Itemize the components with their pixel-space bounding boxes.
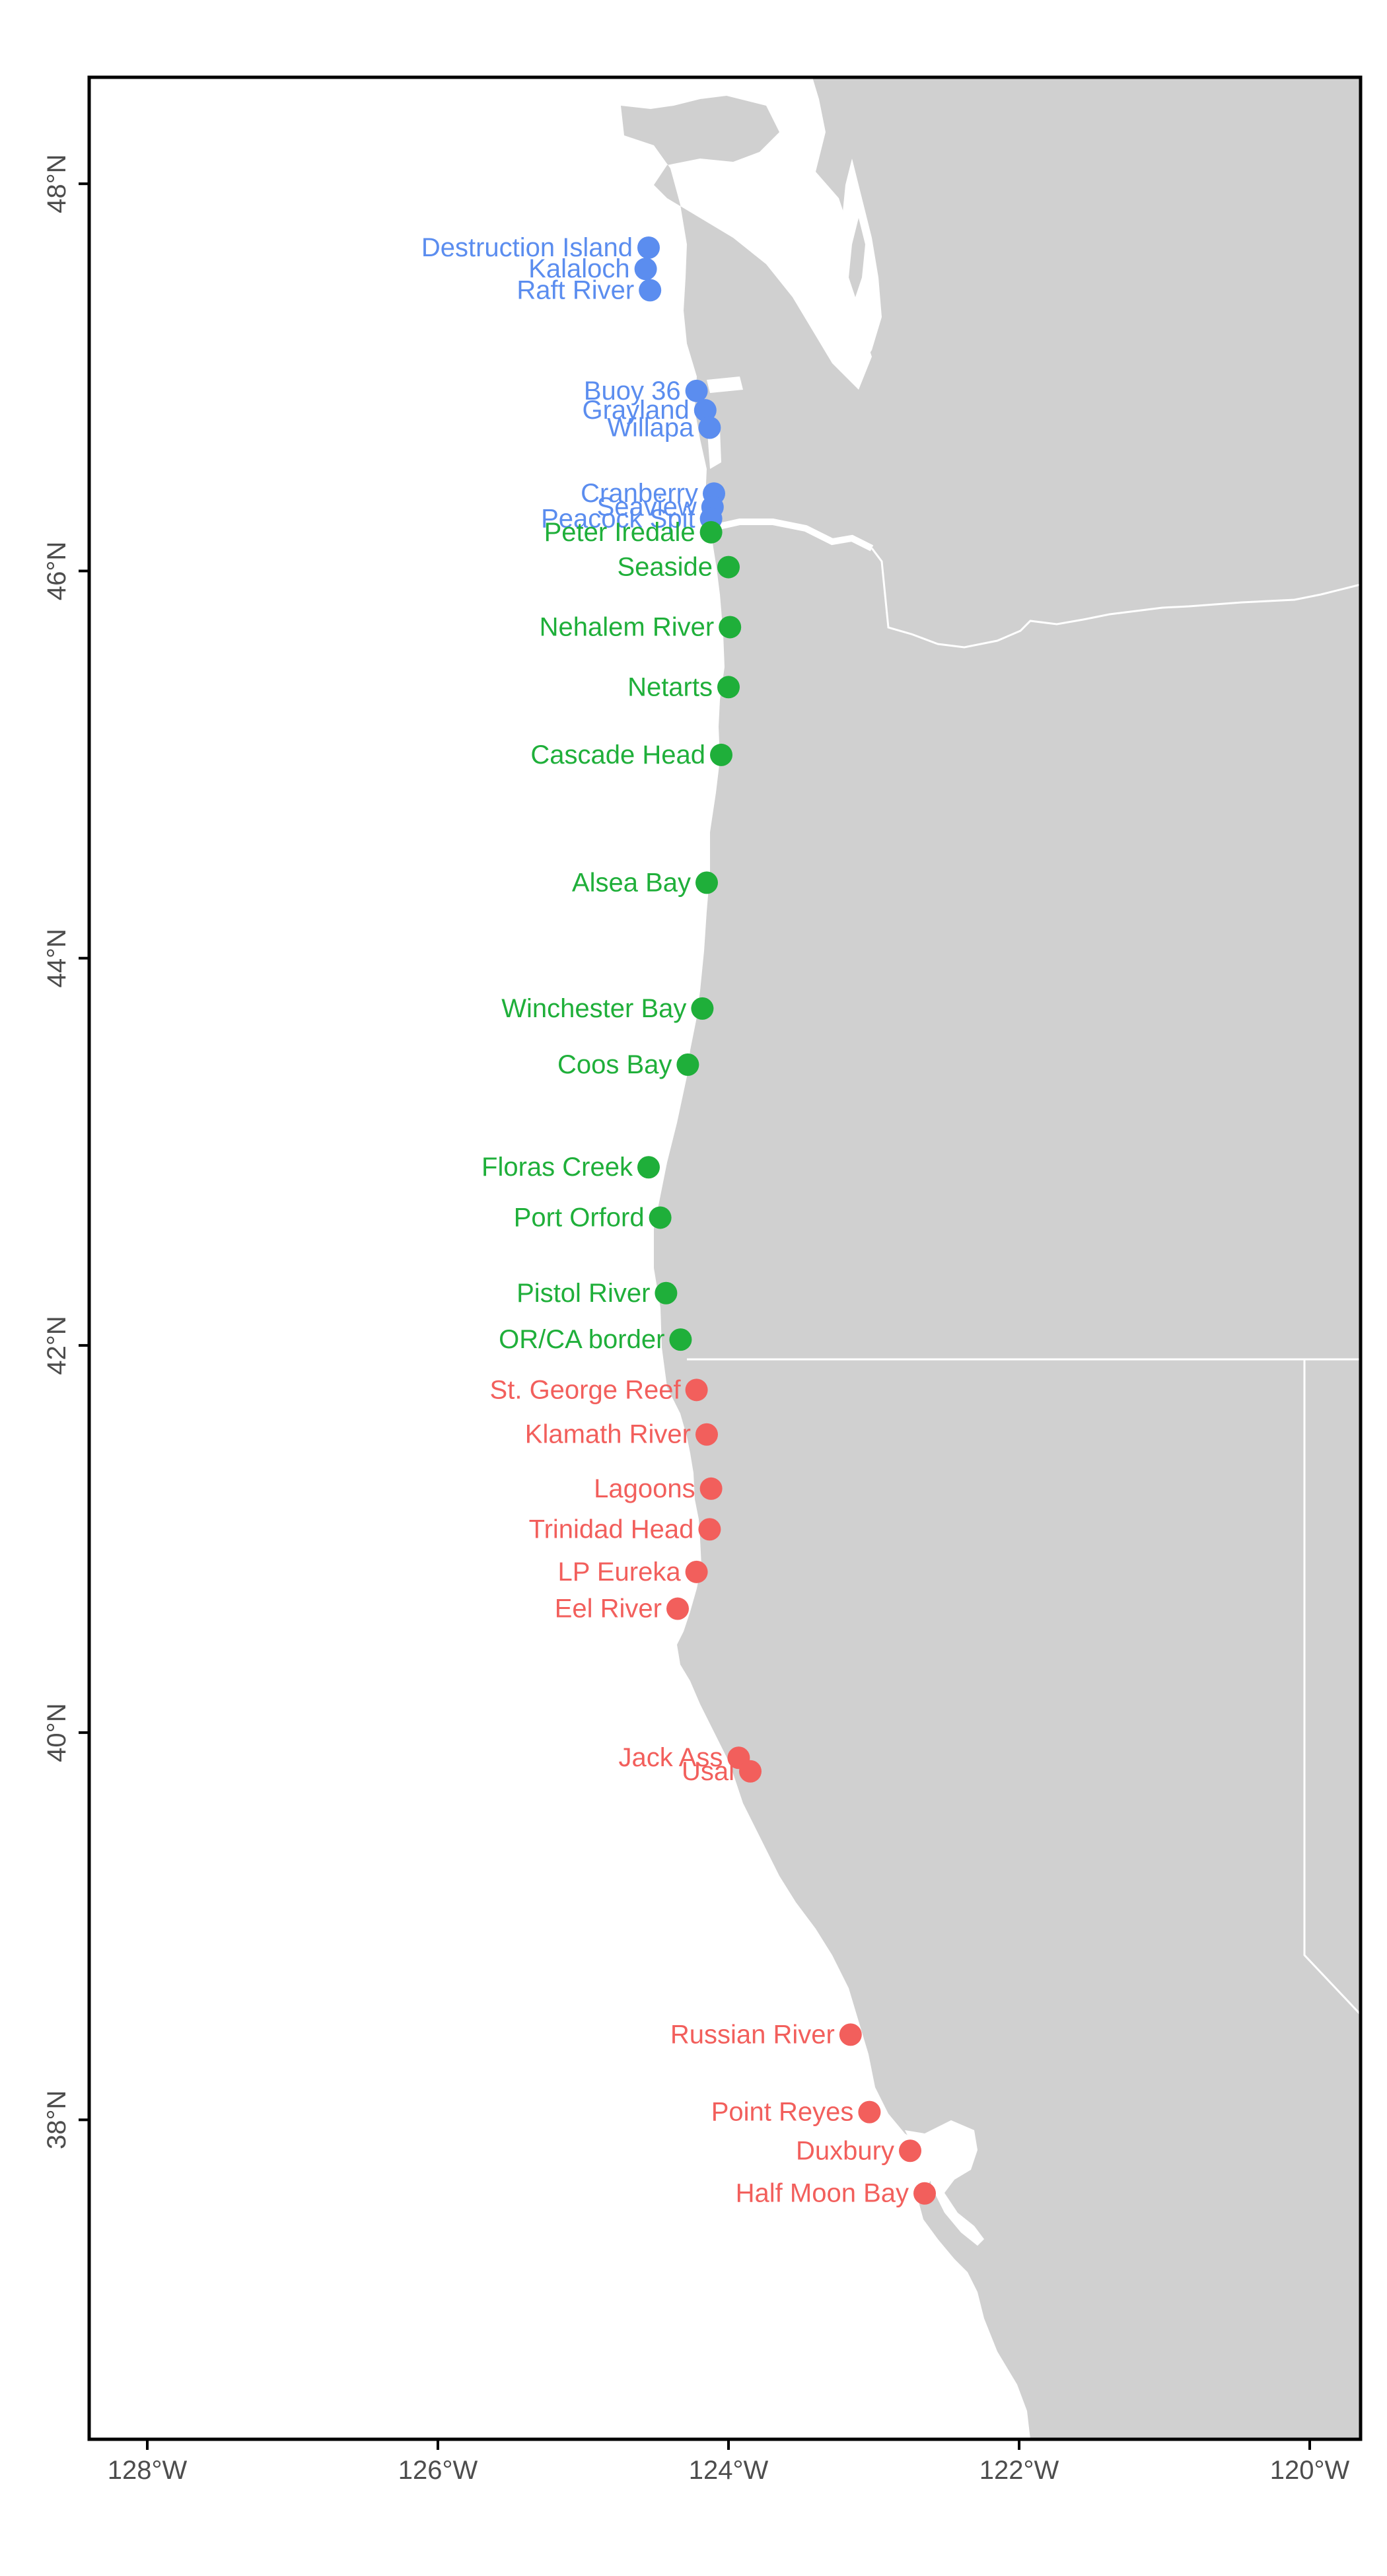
site-label: Port Orford xyxy=(514,1203,645,1232)
site-label: Jack Ass xyxy=(619,1743,723,1772)
x-tick-label: 124°W xyxy=(689,2456,769,2485)
sf-bay xyxy=(905,2120,984,2246)
columbia-river xyxy=(709,519,874,552)
x-tick-label: 128°W xyxy=(108,2456,188,2485)
x-tick-label: 120°W xyxy=(1270,2456,1350,2485)
site-label: Half Moon Bay xyxy=(736,2179,909,2208)
site-marker xyxy=(913,2182,936,2205)
site-marker xyxy=(699,520,723,544)
x-tick-label: 122°W xyxy=(979,2456,1059,2485)
site-marker xyxy=(699,1477,723,1500)
site-label: Alsea Bay xyxy=(572,868,691,897)
or-id-border xyxy=(1303,1359,1361,2016)
site-marker xyxy=(685,1378,708,1402)
site-label: Buoy 36 xyxy=(584,376,681,406)
site-label: Duxbury xyxy=(796,2136,894,2165)
wa-or-border xyxy=(871,548,1361,649)
site-marker xyxy=(839,2023,862,2046)
site-marker xyxy=(698,416,721,439)
site-marker xyxy=(637,236,660,259)
site-marker xyxy=(698,1518,721,1541)
site-label: Destruction Island xyxy=(421,233,633,262)
site-label: Trinidad Head xyxy=(529,1515,694,1544)
site-marker xyxy=(719,616,742,639)
site-label: Kalaloch xyxy=(528,254,629,283)
site-marker xyxy=(717,555,740,579)
site-label: Seaview xyxy=(597,493,697,522)
site-marker xyxy=(666,1597,689,1620)
x-tick-label: 126°W xyxy=(398,2456,478,2485)
site-label: Klamath River xyxy=(525,1420,691,1449)
site-marker xyxy=(710,743,732,766)
site-label: Seaside xyxy=(617,553,713,582)
site-label: St. George Reef xyxy=(490,1375,682,1404)
site-marker xyxy=(739,1760,762,1783)
y-tick-label: 42°N xyxy=(42,1316,71,1375)
site-marker xyxy=(637,1156,660,1179)
site-label: OR/CA border xyxy=(499,1325,664,1354)
y-tick-label: 46°N xyxy=(42,542,71,600)
y-axis: 38°N 40°N 42°N 44°N 46°N 48°N xyxy=(42,155,89,2149)
site-label: Floras Creek xyxy=(481,1153,633,1182)
site-label: Winchester Bay xyxy=(501,994,686,1023)
site-marker xyxy=(717,676,740,699)
site-marker xyxy=(669,1328,692,1351)
site-marker xyxy=(649,1206,672,1229)
site-label: Cascade Head xyxy=(530,740,705,769)
site-label: Lagoons xyxy=(594,1474,695,1503)
site-label: Russian River xyxy=(670,2020,835,2049)
site-label: Usal xyxy=(682,1757,734,1786)
site-marker xyxy=(691,997,714,1020)
site-marker xyxy=(634,258,657,281)
site-marker xyxy=(639,279,662,302)
x-axis: 128°W 126°W 124°W 122°W 120°W xyxy=(108,2439,1350,2485)
site-label: Willapa xyxy=(607,413,694,443)
site-marker xyxy=(676,1053,699,1076)
plot-border xyxy=(87,75,1363,2441)
site-label: Grayland xyxy=(582,396,689,425)
site-label: Raft River xyxy=(516,275,634,304)
grays-harbor xyxy=(707,376,743,393)
site-marker xyxy=(858,2100,881,2124)
site-marker xyxy=(899,2139,921,2163)
site-marker xyxy=(695,1423,718,1446)
land-mass xyxy=(621,77,1361,2439)
site-label: Netarts xyxy=(627,672,713,701)
site-marker xyxy=(685,1560,708,1583)
site-label: Coos Bay xyxy=(557,1050,672,1079)
site-label: Peter Iredale xyxy=(544,518,695,547)
site-marker xyxy=(685,379,708,402)
site-label: LP Eureka xyxy=(558,1557,682,1587)
site-label: Point Reyes xyxy=(711,2098,854,2127)
site-marker xyxy=(694,399,717,422)
island xyxy=(849,218,865,297)
site-marker xyxy=(655,1281,678,1305)
site-label: Eel River xyxy=(555,1594,662,1624)
site-label: Nehalem River xyxy=(540,612,715,641)
y-tick-label: 48°N xyxy=(42,155,71,213)
site-label: Peacock Spit xyxy=(541,504,695,533)
site-marker xyxy=(695,871,718,894)
y-tick-label: 38°N xyxy=(42,2091,71,2149)
y-tick-label: 44°N xyxy=(42,929,71,987)
site-label: Pistol River xyxy=(516,1279,650,1308)
site-label: Cranberry xyxy=(581,479,698,508)
y-tick-label: 40°N xyxy=(42,1703,71,1762)
